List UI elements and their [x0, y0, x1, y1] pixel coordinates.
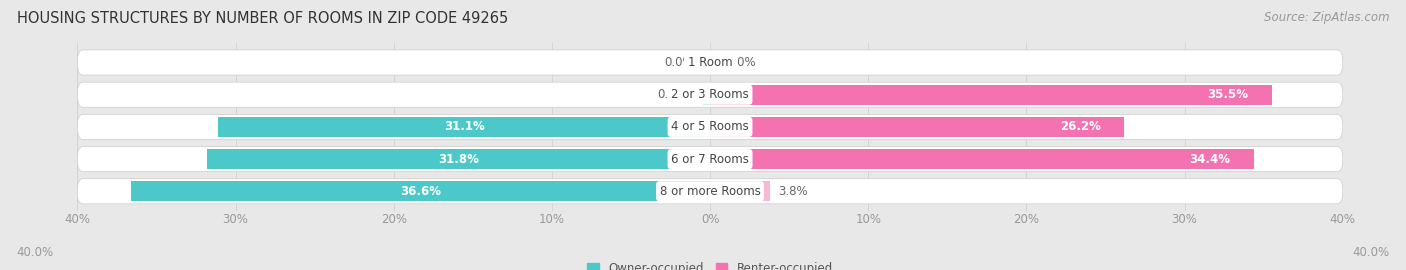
Text: 31.1%: 31.1% — [444, 120, 485, 133]
Bar — [218, 117, 710, 137]
FancyBboxPatch shape — [77, 82, 1343, 107]
Text: HOUSING STRUCTURES BY NUMBER OF ROOMS IN ZIP CODE 49265: HOUSING STRUCTURES BY NUMBER OF ROOMS IN… — [17, 11, 508, 26]
Bar — [703, 85, 710, 105]
FancyBboxPatch shape — [77, 50, 1343, 75]
Text: 8 or more Rooms: 8 or more Rooms — [659, 185, 761, 198]
Text: 3.8%: 3.8% — [778, 185, 807, 198]
Legend: Owner-occupied, Renter-occupied: Owner-occupied, Renter-occupied — [586, 262, 834, 270]
Text: 2 or 3 Rooms: 2 or 3 Rooms — [671, 88, 749, 101]
Text: 36.6%: 36.6% — [401, 185, 441, 198]
Bar — [207, 149, 710, 169]
Text: 34.4%: 34.4% — [1189, 153, 1230, 166]
Bar — [710, 149, 1254, 169]
Text: 26.2%: 26.2% — [1060, 120, 1101, 133]
Text: 1 Room: 1 Room — [688, 56, 733, 69]
FancyBboxPatch shape — [77, 179, 1343, 204]
Text: Source: ZipAtlas.com: Source: ZipAtlas.com — [1264, 11, 1389, 24]
Text: 40.0%: 40.0% — [1353, 246, 1389, 259]
FancyBboxPatch shape — [77, 147, 1343, 172]
Text: 0.0%: 0.0% — [665, 56, 695, 69]
Bar — [710, 85, 1271, 105]
Text: 31.8%: 31.8% — [439, 153, 479, 166]
Text: 4 or 5 Rooms: 4 or 5 Rooms — [671, 120, 749, 133]
Text: 0.0%: 0.0% — [725, 56, 755, 69]
Bar — [710, 117, 1125, 137]
FancyBboxPatch shape — [77, 114, 1343, 139]
Text: 6 or 7 Rooms: 6 or 7 Rooms — [671, 153, 749, 166]
Text: 40.0%: 40.0% — [17, 246, 53, 259]
Text: 0.47%: 0.47% — [658, 88, 695, 101]
Bar — [710, 181, 770, 201]
Text: 35.5%: 35.5% — [1206, 88, 1249, 101]
Bar — [131, 181, 710, 201]
